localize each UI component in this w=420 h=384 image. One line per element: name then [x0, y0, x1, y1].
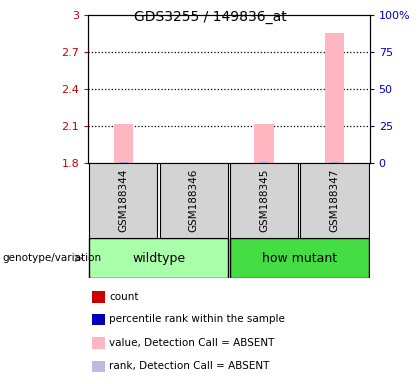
Bar [119, 162, 128, 163]
Text: GDS3255 / 149836_at: GDS3255 / 149836_at [134, 10, 286, 23]
Text: GSM188347: GSM188347 [329, 169, 339, 232]
Bar [260, 162, 268, 163]
Bar [92, 361, 105, 372]
Bar [92, 337, 105, 349]
Text: count: count [109, 292, 139, 302]
Bar [89, 163, 158, 238]
Text: genotype/variation: genotype/variation [2, 253, 101, 263]
Bar [254, 124, 274, 163]
Bar [189, 162, 198, 163]
Text: value, Detection Call = ABSENT: value, Detection Call = ABSENT [109, 338, 275, 348]
Bar [89, 238, 228, 278]
Bar [330, 162, 339, 163]
Text: how mutant: how mutant [262, 252, 337, 265]
Text: percentile rank within the sample: percentile rank within the sample [109, 314, 285, 324]
Bar [325, 33, 344, 163]
Bar [92, 314, 105, 325]
Bar [92, 291, 105, 303]
Bar [230, 163, 298, 238]
Bar [230, 238, 368, 278]
Bar [300, 163, 368, 238]
Text: rank, Detection Call = ABSENT: rank, Detection Call = ABSENT [109, 361, 270, 371]
Text: GSM188346: GSM188346 [189, 169, 199, 232]
Text: GSM188345: GSM188345 [259, 169, 269, 232]
Bar [160, 163, 228, 238]
Text: GSM188344: GSM188344 [118, 169, 129, 232]
Bar [113, 124, 133, 163]
Text: wildtype: wildtype [132, 252, 185, 265]
